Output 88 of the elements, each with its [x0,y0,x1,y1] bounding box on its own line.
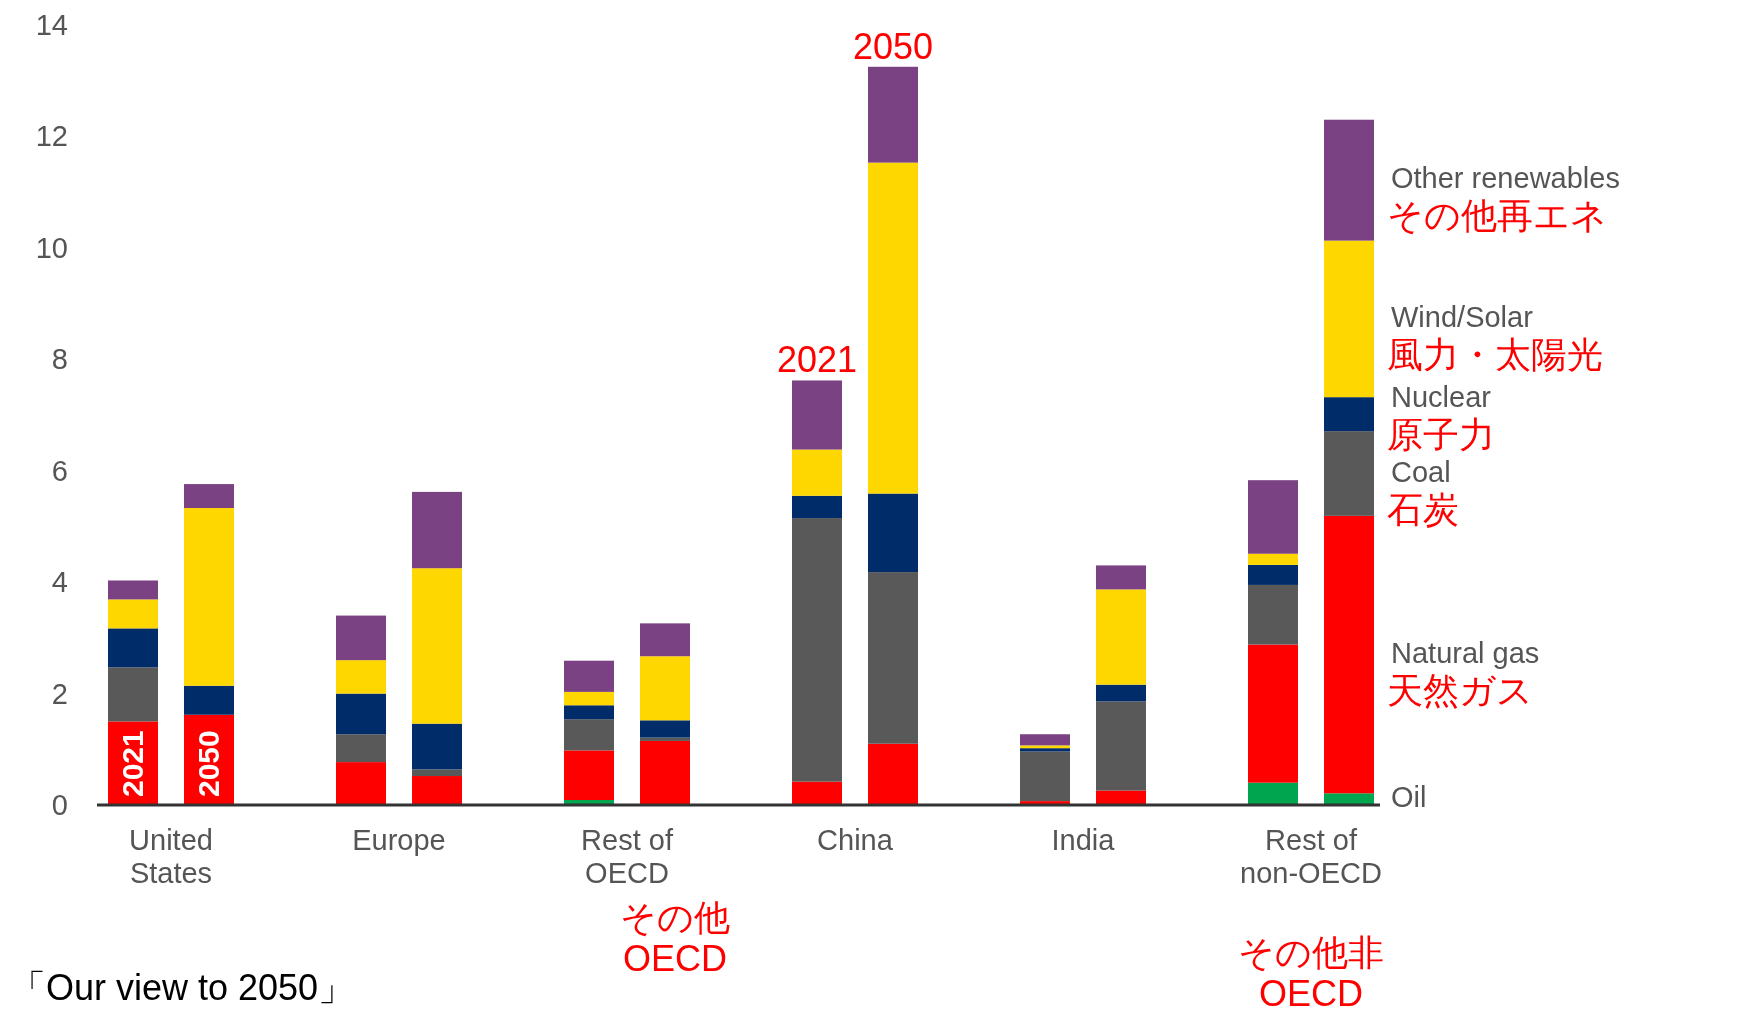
bar [1096,701,1146,791]
series-label: Oil [1391,781,1427,814]
bar [1096,589,1146,685]
bar [336,762,386,805]
bar [336,734,386,763]
bar [412,769,462,777]
bar [564,691,614,706]
annotation: 2050 [852,25,934,67]
series-label: Natural gas [1391,636,1540,669]
bar [412,568,462,724]
series-label: Wind/Solar [1391,300,1534,333]
bar [184,508,234,686]
bar [640,623,690,657]
bar [1324,397,1374,432]
text: 原子力 [1387,413,1495,455]
bar [108,667,158,722]
bar [868,162,918,494]
bar [108,599,158,629]
text: その他非 OECD [1238,932,1384,1015]
bar [336,660,386,694]
bar [1248,782,1298,805]
y-tick-label: 12 [35,120,68,153]
y-tick-label: 2 [51,677,68,710]
bar [108,580,158,600]
bar [564,660,614,692]
bar [564,750,614,800]
bar [868,572,918,744]
bar [1096,565,1146,590]
x-tick-label: Rest of OECD [581,824,674,890]
y-tick-label: 10 [35,231,68,264]
bar [792,495,842,519]
bar [1248,564,1298,585]
bar [412,723,462,770]
bar [640,656,690,721]
bar [1020,734,1070,746]
series-label: Coal [1391,455,1451,488]
bar [1324,240,1374,398]
y-tick-label: 6 [51,454,68,487]
bar [184,685,234,715]
x-tick-label: India [1051,824,1116,856]
text: 風力・太陽光 [1387,333,1603,375]
bar [640,740,690,805]
annotation: 2021 [776,339,858,381]
bar [868,493,918,573]
text: 石炭 [1387,488,1459,530]
annotation: 2050 [192,730,225,797]
bar [184,484,234,509]
x-tick-label: China [817,824,894,856]
bar [792,781,842,805]
bar [412,491,462,569]
bar [1248,480,1298,554]
bar [868,66,918,163]
bar [564,719,614,751]
y-tick-label: 8 [51,343,68,376]
y-tick-label: 14 [35,9,68,41]
bar [868,743,918,805]
bar [1248,584,1298,645]
bar [1096,684,1146,702]
bar [336,615,386,661]
text: 「Our view to 2050」 [10,967,355,1008]
bar [640,737,690,741]
series-label: Nuclear [1391,380,1492,413]
annotation: 2021 [116,730,149,797]
text: 天然ガス [1387,669,1533,711]
y-tick-label: 4 [51,566,68,599]
bar [1324,431,1374,516]
bar [412,776,462,805]
text: その他再エネ [1387,195,1607,237]
bar [1248,644,1298,783]
y-tick-label: 0 [51,789,68,821]
bar [792,449,842,496]
x-tick-label: United States [129,824,213,890]
series-label: Other renewables [1391,162,1620,195]
bar [1324,515,1374,794]
bar [108,628,158,668]
bar [1020,751,1070,802]
bar [1324,793,1374,805]
bar [336,693,386,735]
bar [564,705,614,720]
bar [792,518,842,782]
bar [640,720,690,738]
text: その他 OECD [620,897,730,980]
bar [792,380,842,450]
x-tick-label: Europe [352,824,446,856]
x-tick-label: Rest of non-OECD [1240,824,1382,890]
bar [1096,790,1146,805]
bar [1248,553,1298,565]
bar [1324,119,1374,241]
